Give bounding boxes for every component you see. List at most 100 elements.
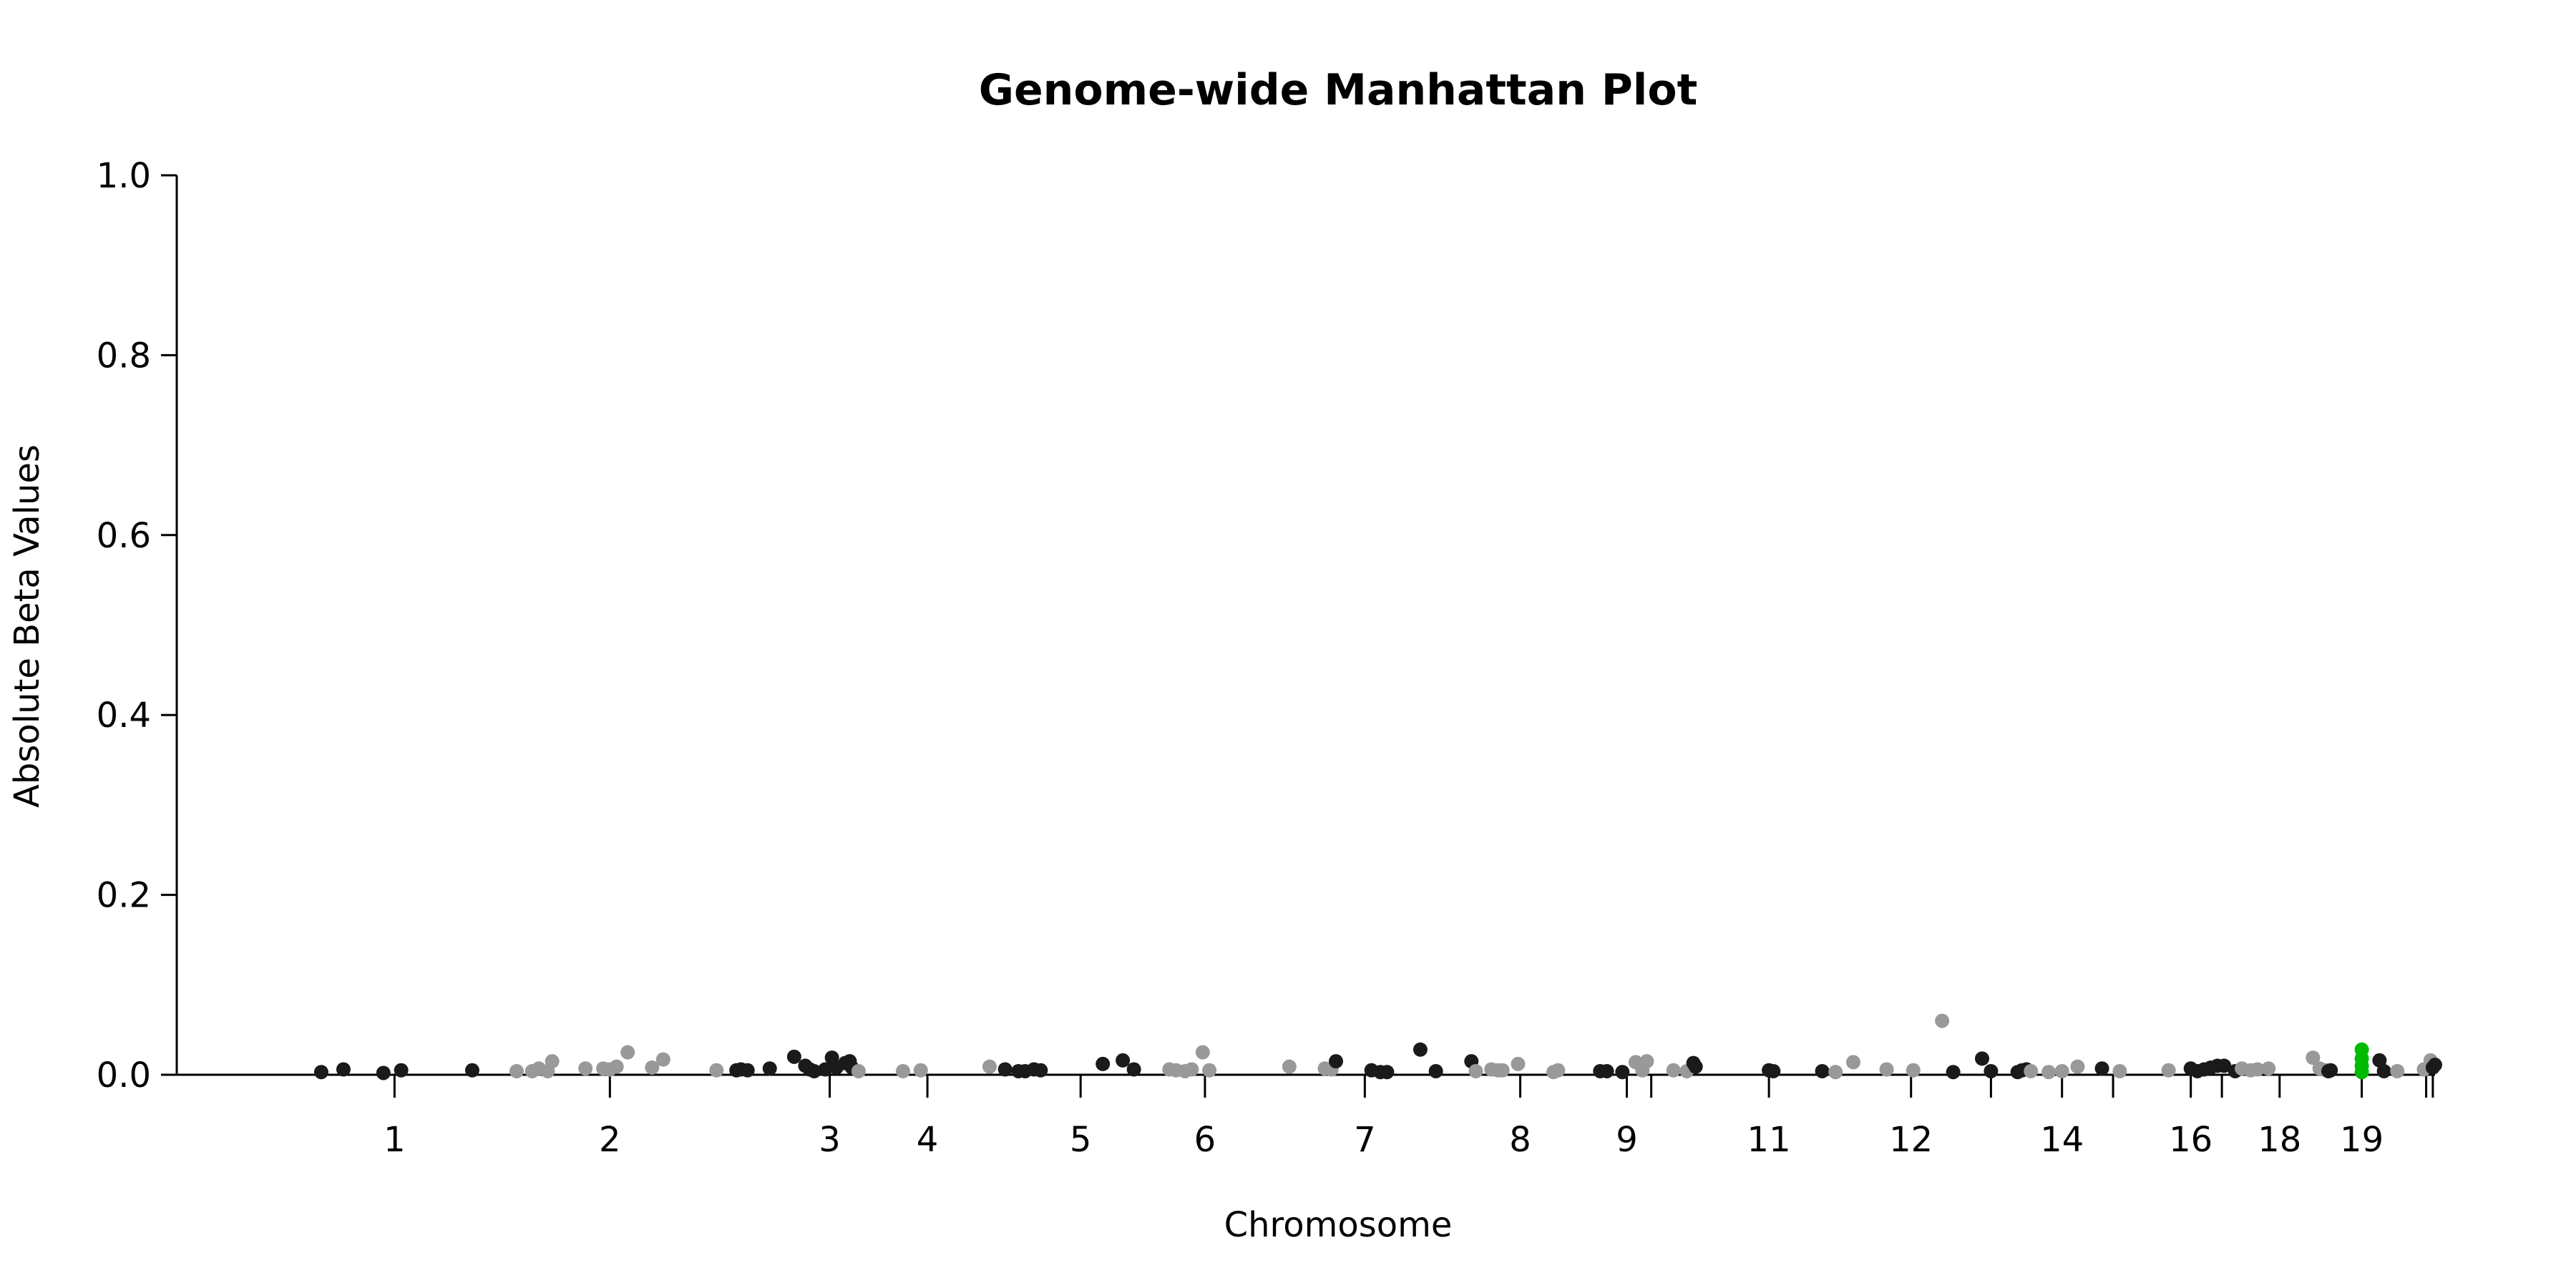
- data-point: [1380, 1065, 1395, 1080]
- data-point: [2261, 1061, 2276, 1076]
- data-point: [1599, 1063, 1614, 1078]
- data-point: [2094, 1061, 2109, 1076]
- x-tick-label: 5: [1070, 1120, 1092, 1160]
- data-point: [1511, 1056, 1526, 1071]
- data-point: [1946, 1065, 1961, 1080]
- x-axis-ticks: 1 2 3 4 5 6 7 8 9 11 12 14 16 18 19: [384, 1075, 2434, 1160]
- data-point: [1974, 1051, 1989, 1066]
- data-point: [1666, 1063, 1681, 1078]
- data-point: [895, 1063, 910, 1078]
- data-point: [786, 1049, 801, 1064]
- data-point: [1282, 1059, 1297, 1074]
- data-point: [509, 1063, 525, 1078]
- data-point: [1935, 1013, 1950, 1028]
- data-point: [2323, 1063, 2338, 1078]
- data-point: [709, 1063, 724, 1078]
- x-tick-label: 16: [2169, 1120, 2212, 1160]
- y-axis-ticks: 0.0 0.2 0.4 0.6 0.8 1.0: [97, 156, 177, 1096]
- data-points: [313, 1013, 2442, 1080]
- x-tick-label: 4: [917, 1120, 939, 1160]
- x-tick-label: 19: [2340, 1120, 2384, 1160]
- data-point: [655, 1052, 670, 1067]
- data-point: [2217, 1058, 2232, 1073]
- data-point: [2112, 1063, 2127, 1078]
- data-point: [2041, 1065, 2057, 1080]
- data-point: [578, 1061, 593, 1076]
- x-tick-label: 3: [819, 1120, 841, 1160]
- data-point: [1116, 1053, 1131, 1068]
- data-point: [2161, 1063, 2176, 1078]
- data-point: [2372, 1053, 2387, 1068]
- data-point: [1033, 1063, 1048, 1078]
- data-point: [1202, 1063, 1217, 1078]
- x-tick-label: 6: [1194, 1120, 1216, 1160]
- data-point: [1984, 1063, 1999, 1078]
- data-point: [1495, 1063, 1510, 1078]
- x-tick-label: 14: [2040, 1120, 2084, 1160]
- data-point: [313, 1065, 328, 1080]
- x-tick-label: 2: [599, 1120, 621, 1160]
- data-point: [1126, 1062, 1141, 1077]
- data-point: [1413, 1042, 1428, 1057]
- data-point: [1688, 1059, 1703, 1074]
- x-tick-label: 12: [1889, 1120, 1933, 1160]
- data-point: [997, 1062, 1013, 1077]
- y-tick-label: 0.4: [97, 696, 151, 736]
- y-tick-label: 1.0: [97, 156, 151, 196]
- data-point: [851, 1063, 866, 1078]
- chart-title: Genome-wide Manhattan Plot: [979, 65, 1698, 115]
- data-point: [2024, 1063, 2039, 1078]
- data-point: [1195, 1045, 1210, 1060]
- data-point: [1846, 1055, 1861, 1070]
- data-point: [376, 1065, 391, 1080]
- data-point: [1879, 1062, 1894, 1077]
- y-tick-label: 0.2: [97, 876, 151, 916]
- data-point: [545, 1054, 560, 1069]
- y-axis-label: Absolute Beta Values: [7, 444, 47, 808]
- x-tick-label: 9: [1616, 1120, 1638, 1160]
- data-point: [1184, 1062, 1199, 1077]
- data-point: [806, 1063, 821, 1078]
- data-point: [336, 1062, 351, 1077]
- x-tick-label: 1: [384, 1120, 406, 1160]
- data-point: [2428, 1058, 2442, 1073]
- data-point: [982, 1059, 997, 1074]
- data-point: [2250, 1062, 2265, 1077]
- data-point: [1766, 1063, 1781, 1078]
- data-point: [620, 1045, 635, 1060]
- data-point: [1828, 1065, 1843, 1080]
- data-point: [394, 1063, 409, 1078]
- data-point: [645, 1060, 660, 1075]
- data-point: [913, 1063, 928, 1078]
- data-point: [1468, 1063, 1483, 1078]
- data-point: [1615, 1065, 1630, 1080]
- y-tick-label: 0.0: [97, 1055, 151, 1096]
- x-axis-label: Chromosome: [1224, 1205, 1453, 1245]
- data-point: [2070, 1059, 2085, 1074]
- data-point: [1815, 1063, 1830, 1078]
- y-tick-label: 0.6: [97, 516, 151, 556]
- x-tick-label: 8: [1509, 1120, 1531, 1160]
- data-point: [464, 1063, 479, 1078]
- data-point: [1329, 1054, 1344, 1069]
- data-point: [1551, 1063, 1566, 1078]
- data-point: [2054, 1063, 2069, 1078]
- y-tick-label: 0.8: [97, 336, 151, 376]
- data-point: [2376, 1063, 2391, 1078]
- data-point: [740, 1063, 755, 1078]
- x-tick-label: 11: [1747, 1120, 1791, 1160]
- x-tick-label: 18: [2258, 1120, 2301, 1160]
- highlighted-point: [2354, 1065, 2369, 1080]
- data-point: [1906, 1063, 1921, 1078]
- data-point: [2306, 1050, 2321, 1065]
- data-point: [818, 1062, 833, 1077]
- data-point: [1428, 1063, 1443, 1078]
- data-point: [1096, 1056, 1111, 1071]
- data-point: [762, 1061, 777, 1076]
- data-point: [1639, 1054, 1654, 1069]
- data-point: [2390, 1063, 2405, 1078]
- x-tick-label: 7: [1354, 1120, 1376, 1160]
- data-point: [609, 1059, 624, 1074]
